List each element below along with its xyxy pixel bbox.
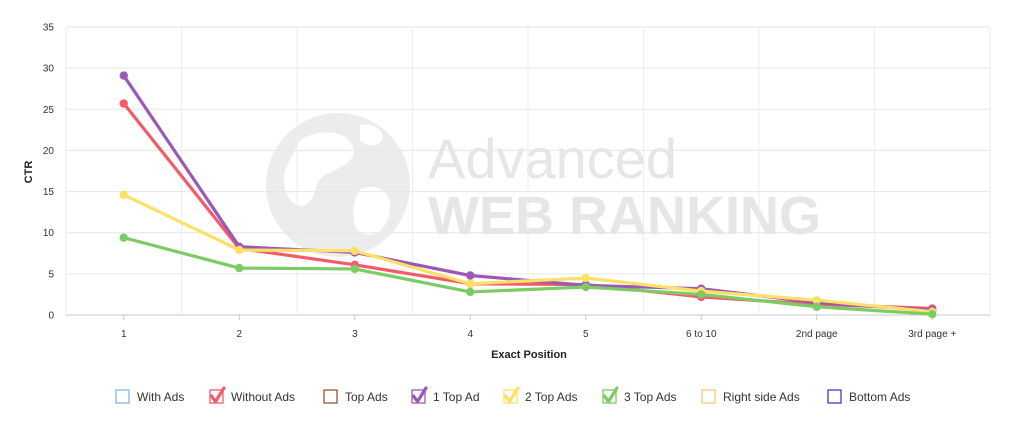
watermark-line2: WEB RANKING — [428, 186, 821, 246]
data-point[interactable] — [466, 271, 475, 280]
data-point[interactable] — [466, 287, 475, 297]
y-axis-ticks: 0 5 10 15 20 25 30 35 — [43, 23, 55, 322]
legend-item-2-top-ads[interactable]: 2 Top Ads — [503, 386, 578, 404]
data-point[interactable] — [119, 71, 128, 80]
data-point[interactable] — [235, 245, 244, 255]
y-tick-label: 5 — [48, 269, 54, 280]
y-tick-label: 30 — [43, 64, 55, 75]
legend-label: 3 Top Ads — [624, 390, 677, 404]
check-icon — [503, 386, 520, 404]
data-point[interactable] — [812, 295, 821, 305]
check-icon — [602, 386, 619, 404]
data-point[interactable] — [235, 263, 244, 273]
legend-checkbox[interactable] — [701, 389, 716, 404]
x-tick-label: 1 — [121, 329, 127, 340]
data-point[interactable] — [928, 309, 937, 319]
globe-icon — [266, 113, 410, 257]
legend-checkbox[interactable] — [323, 389, 338, 404]
data-point[interactable] — [119, 99, 128, 108]
y-tick-label: 10 — [43, 228, 55, 239]
legend-item-right-side-ads[interactable]: Right side Ads — [701, 389, 800, 404]
legend-checkbox[interactable] — [115, 389, 130, 404]
y-tick-label: 25 — [43, 105, 55, 116]
legend-label: Without Ads — [231, 390, 295, 404]
y-tick-label: 35 — [43, 23, 55, 34]
x-grid-lines — [65, 27, 991, 315]
x-axis-title: Exact Position — [491, 349, 567, 361]
x-tick-label: 4 — [467, 329, 473, 340]
data-point[interactable] — [812, 302, 821, 311]
series-3-top-ads — [119, 233, 937, 319]
x-tick-label: 2nd page — [796, 329, 838, 340]
data-point[interactable] — [581, 282, 590, 292]
legend-label: 2 Top Ads — [525, 390, 578, 404]
series-layer — [119, 71, 937, 319]
x-tick-label: 6 to 10 — [686, 329, 717, 340]
legend-item-bottom-ads[interactable]: Bottom Ads — [827, 389, 910, 404]
series-line-2-top-ads — [122, 193, 934, 314]
y-tick-label: 20 — [43, 146, 55, 157]
series-line-3-top-ads — [122, 236, 934, 316]
legend-label: 1 Top Ad — [433, 390, 480, 404]
legend-checkbox[interactable] — [827, 389, 842, 404]
x-tick-label: 5 — [583, 329, 589, 340]
legend: With Ads Without Ads Top Ads 1 Top Ad 2 Top … — [115, 386, 910, 404]
check-icon — [411, 386, 428, 404]
data-point[interactable] — [697, 290, 706, 299]
legend-item-without-ads[interactable]: Without Ads — [209, 386, 295, 404]
x-axis-ticks: 1 2 3 4 5 6 to 10 2nd page 3rd page + — [121, 315, 956, 340]
legend-item-top-ads[interactable]: Top Ads — [323, 389, 388, 404]
data-point[interactable] — [466, 279, 475, 288]
data-point[interactable] — [581, 273, 590, 283]
legend-label: Right side Ads — [723, 390, 800, 404]
y-tick-label: 0 — [48, 311, 54, 322]
x-tick-label: 2 — [236, 329, 242, 340]
data-point[interactable] — [350, 264, 359, 274]
legend-label: Bottom Ads — [849, 390, 910, 404]
y-tick-label: 15 — [43, 187, 55, 198]
data-point[interactable] — [119, 190, 128, 200]
x-tick-label: 3 — [352, 329, 358, 340]
check-icon — [209, 386, 226, 404]
legend-item-1-top-ad[interactable]: 1 Top Ad — [411, 386, 480, 404]
legend-label: Top Ads — [345, 390, 388, 404]
legend-item-with-ads[interactable]: With Ads — [115, 389, 184, 404]
watermark: Advanced WEB RANKING — [266, 113, 821, 257]
y-axis-title: CTR — [23, 161, 35, 184]
watermark-line1: Advanced — [428, 127, 677, 190]
legend-item-3-top-ads[interactable]: 3 Top Ads — [602, 386, 677, 404]
data-point[interactable] — [119, 233, 128, 242]
x-tick-label: 3rd page + — [908, 329, 956, 340]
data-point[interactable] — [350, 246, 359, 256]
legend-label: With Ads — [137, 390, 184, 404]
